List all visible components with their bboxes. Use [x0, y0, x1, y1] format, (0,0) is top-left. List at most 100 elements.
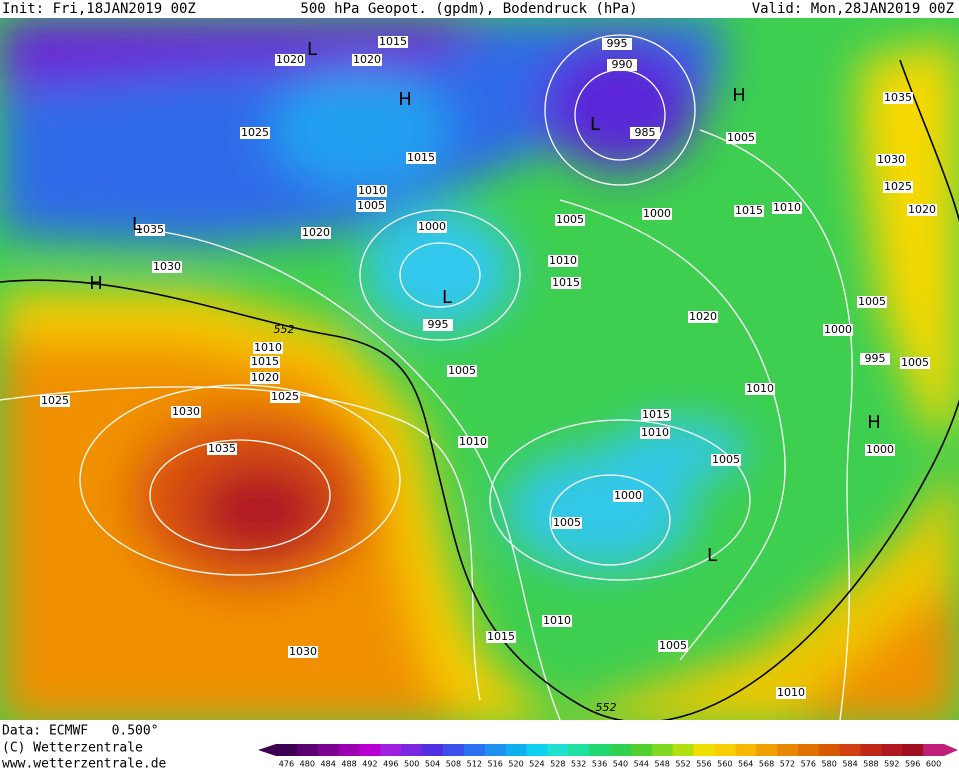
- isobar-label: 1000: [824, 323, 852, 336]
- isobar-label-box: [270, 391, 300, 403]
- isobar-label-box: [876, 154, 906, 166]
- data-source: Data: ECMWF 0.500°: [2, 724, 159, 739]
- isobar-label: 1005: [901, 356, 929, 369]
- isobar-label: 1010: [746, 382, 774, 395]
- isobar-label-box: [378, 36, 408, 48]
- isobar-label-box: [688, 311, 718, 323]
- colorbar-label: 476: [279, 760, 294, 769]
- map-title: 500 hPa Geopot. (gpdm), Bodendruck (hPa): [300, 1, 637, 17]
- colorbar-swatch: [610, 744, 632, 756]
- isobar-label-box: [250, 356, 280, 368]
- isobar-label-box: [417, 221, 447, 233]
- colorbar-end: [944, 744, 958, 756]
- isobar-label-box: [542, 615, 572, 627]
- colorbar-label: 480: [300, 760, 315, 769]
- colorbar-label: 484: [321, 760, 336, 769]
- header-bar: [0, 0, 959, 18]
- isobar-label: 1010: [777, 686, 805, 699]
- colorbar-swatch: [505, 744, 527, 756]
- colorbar-label: 516: [488, 760, 503, 769]
- colorbar-swatch: [484, 744, 507, 756]
- isobar-label: 1010: [459, 435, 487, 448]
- pressure-center: H: [89, 273, 103, 294]
- colorbar-label: 572: [780, 760, 795, 769]
- isobar-label: 1005: [553, 516, 581, 529]
- isobar-label: 995: [865, 352, 886, 365]
- isobar-label: 1020: [908, 203, 936, 216]
- colorbar-label: 576: [801, 760, 816, 769]
- pressure-center: L: [590, 114, 600, 135]
- isobar-label: 1025: [271, 390, 299, 403]
- isobar-label: 1020: [689, 310, 717, 323]
- isobar-label: 995: [607, 37, 628, 50]
- isobar-label-box: [602, 38, 632, 50]
- isobar-label: 1010: [641, 426, 669, 439]
- isobar-label: 1015: [251, 355, 279, 368]
- isobar-label-box: [207, 443, 237, 455]
- isobar-label: 1030: [289, 645, 317, 658]
- colorbar-label: 540: [613, 760, 628, 769]
- colorbar-label: 500: [404, 760, 419, 769]
- isobar-label-box: [640, 427, 670, 439]
- colorbar-swatch: [797, 744, 820, 756]
- isobar-label: 1005: [556, 213, 584, 226]
- isobar-label: 1010: [549, 254, 577, 267]
- colorbar-swatch: [359, 744, 381, 756]
- colorbar-label: 508: [446, 760, 461, 769]
- isobar-label: 1010: [254, 341, 282, 354]
- valid-time: Valid: Mon,28JAN2019 00Z: [752, 1, 954, 17]
- colorbar-swatch: [589, 744, 611, 756]
- isobar-label: 1020: [302, 226, 330, 239]
- colorbar-swatch: [714, 744, 736, 756]
- isobar-label: 995: [428, 318, 449, 331]
- colorbar-swatch: [526, 744, 548, 756]
- pressure-center: L: [442, 287, 452, 308]
- pressure-center: H: [732, 85, 746, 106]
- isobar-label-box: [486, 631, 516, 643]
- colorbar-swatch: [568, 744, 590, 756]
- colorbar-swatch: [463, 744, 486, 756]
- isobar-label-box: [883, 181, 913, 193]
- isobar-label: 1005: [858, 295, 886, 308]
- isobar-label: 1015: [642, 408, 670, 421]
- colorbar-label: 564: [738, 760, 753, 769]
- isobar-label-box: [288, 646, 318, 658]
- isobar-label: 1000: [866, 443, 894, 456]
- colorbar-label: 536: [592, 760, 607, 769]
- isobar-label-box: [823, 324, 853, 336]
- pressure-center: H: [867, 412, 881, 433]
- isobar-label-box: [726, 132, 756, 144]
- colorbar-label: 552: [675, 760, 690, 769]
- colorbar-swatch: [651, 744, 674, 756]
- isobar-label-box: [352, 54, 382, 66]
- isobar-label: 985: [635, 126, 656, 139]
- init-time: Init: Fri,18JAN2019 00Z: [2, 1, 196, 17]
- colorbar-label: 496: [383, 760, 398, 769]
- isobar-label-box: [772, 202, 802, 214]
- isobar-label-box: [301, 227, 331, 239]
- isobar-label: 1015: [552, 276, 580, 289]
- isobar-label: 1025: [241, 126, 269, 139]
- colorbar-label: 532: [571, 760, 586, 769]
- isobar-label-box: [711, 454, 741, 466]
- isobar-label: 1010: [543, 614, 571, 627]
- isobar-label-box: [607, 59, 637, 71]
- isobar-label-box: [171, 406, 201, 418]
- isobar-label: 1035: [208, 442, 236, 455]
- pressure-center: L: [307, 39, 317, 60]
- isobar-label: 1015: [487, 630, 515, 643]
- colorbar-swatch: [338, 744, 360, 756]
- isobar-label-box: [555, 214, 585, 226]
- isobar-label: 1020: [353, 53, 381, 66]
- isobar-label-box: [551, 277, 581, 289]
- isobar-label-box: [776, 687, 806, 699]
- isobar-label: 1005: [727, 131, 755, 144]
- colorbar-swatch: [401, 744, 423, 756]
- isobar-label-box: [865, 444, 895, 456]
- isobars: [0, 34, 853, 720]
- isobar-label: 1005: [357, 199, 385, 212]
- isobar-label: 990: [612, 58, 633, 71]
- isobar-label-box: [253, 342, 283, 354]
